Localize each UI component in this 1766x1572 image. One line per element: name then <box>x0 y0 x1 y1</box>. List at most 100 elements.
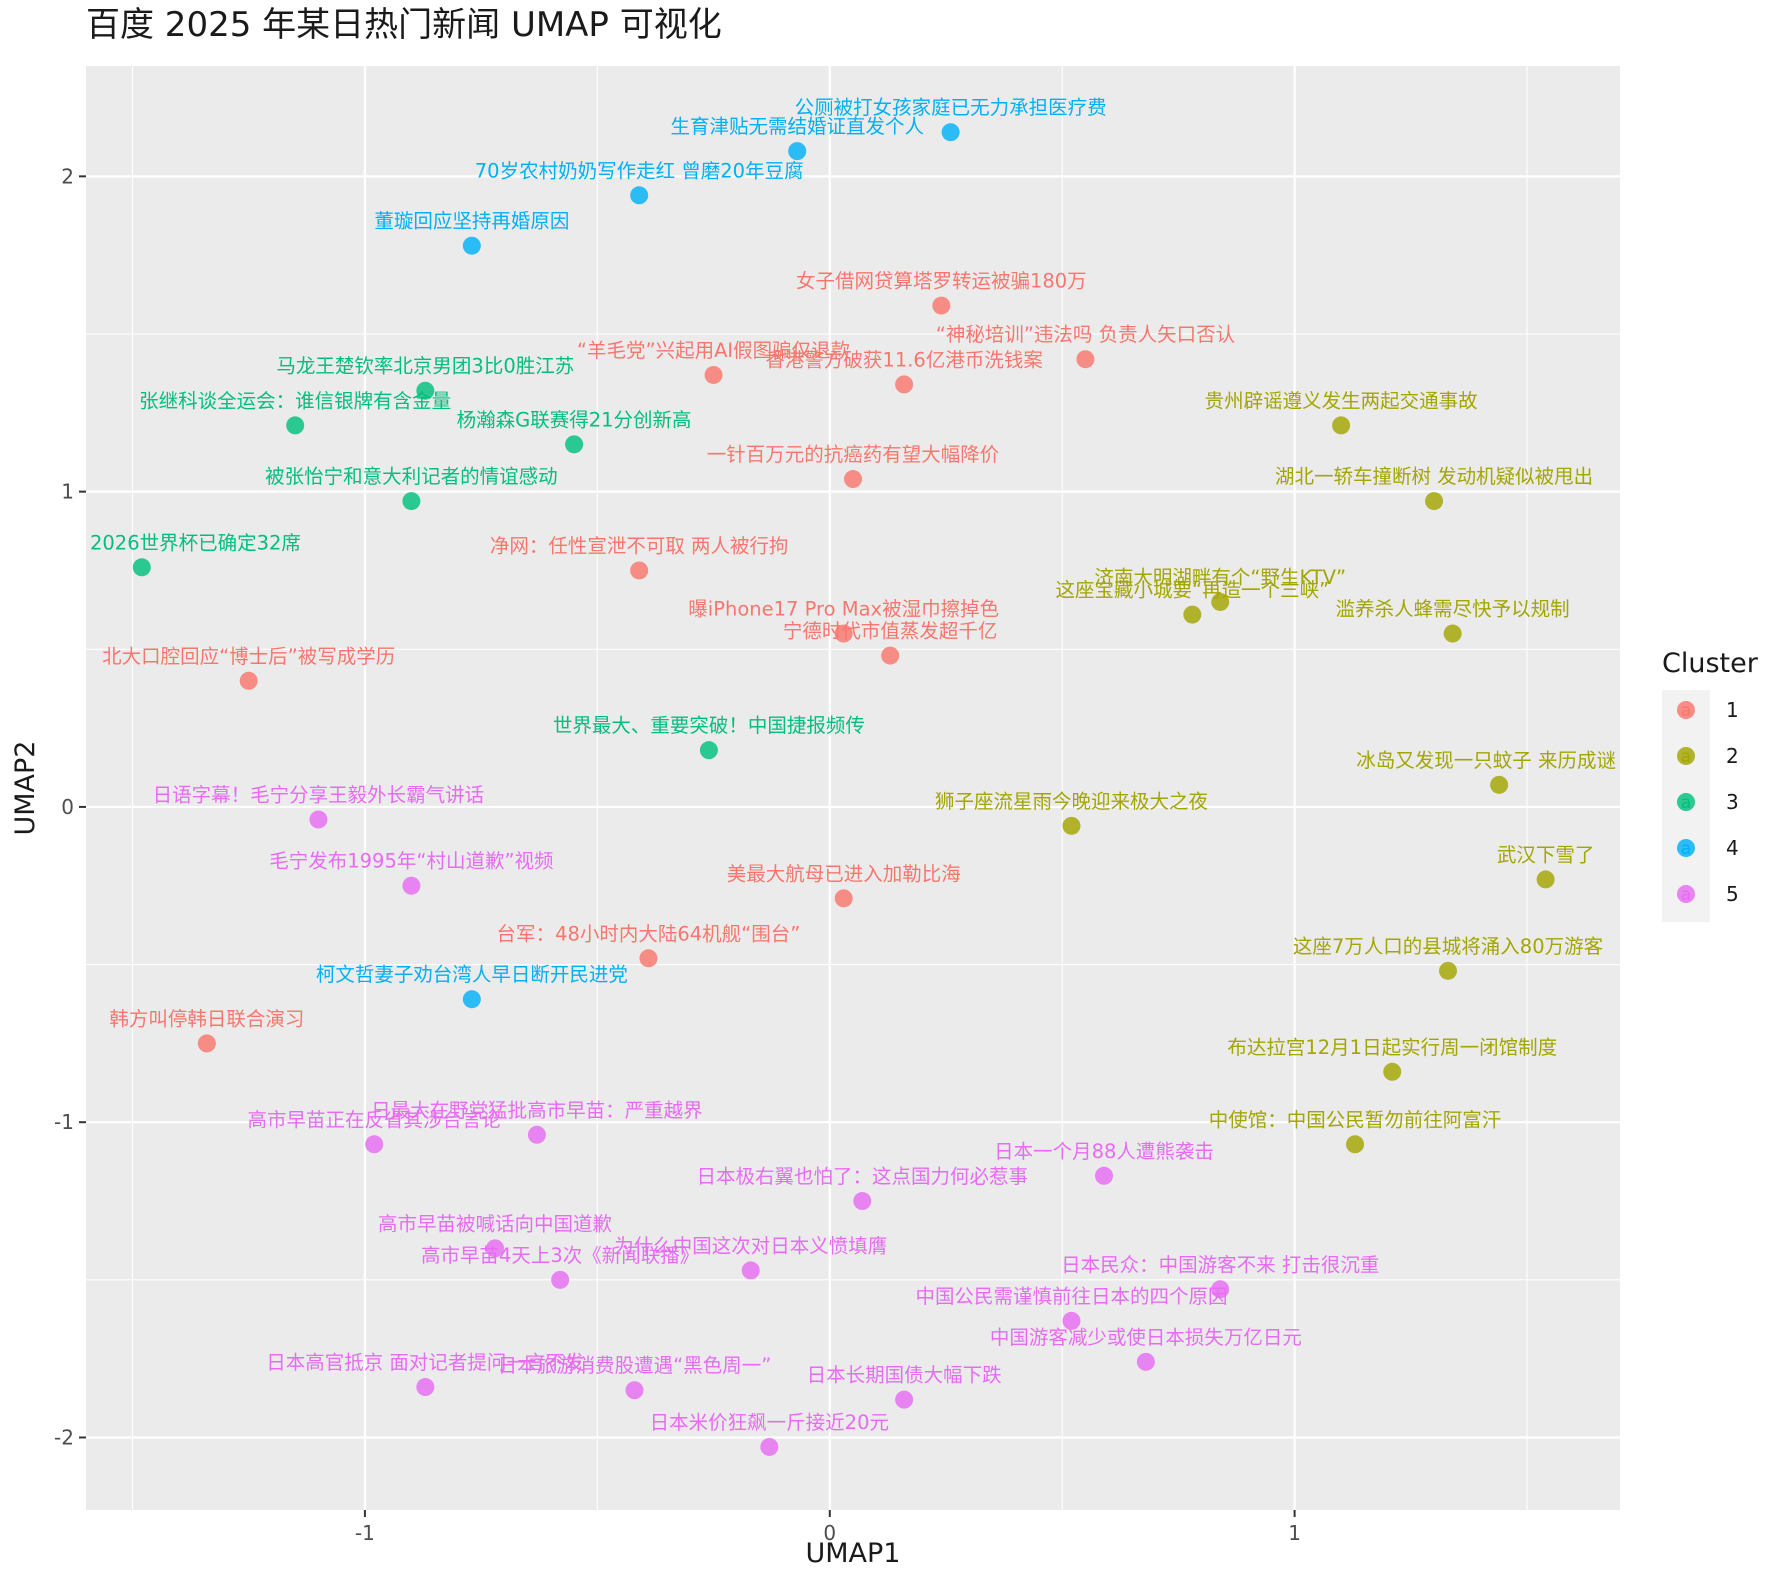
cluster-4-point <box>630 186 649 205</box>
y-tick-label: -2 <box>54 1425 74 1449</box>
cluster-5-point-label: 为什么中国这次对日本义愤填膺 <box>614 1234 887 1257</box>
plot-panel <box>86 66 1620 1510</box>
cluster-5-point-label: 高市早苗正在反省其涉台言论 <box>247 1108 501 1131</box>
cluster-2-point <box>1383 1062 1402 1081</box>
cluster-2-point-label: 武汉下雪了 <box>1497 843 1595 866</box>
cluster-2-point <box>1443 624 1462 643</box>
cluster-3-point-label: 杨瀚森G联赛得21分创新高 <box>457 408 692 431</box>
cluster-5-point <box>486 1239 505 1258</box>
cluster-5-point <box>741 1261 760 1280</box>
x-axis-title: UMAP1 <box>806 1538 901 1569</box>
cluster-4-point-label: 董璇回应坚持再婚原因 <box>374 210 569 233</box>
cluster-5-point-label: 毛宁发布1995年“村山道歉”视频 <box>269 850 553 873</box>
cluster-1-point <box>932 296 951 315</box>
cluster-1-point-label: 香港警方破获11.6亿港币洗钱案 <box>765 348 1042 371</box>
minor-gridlines <box>86 66 1620 1510</box>
y-tick-label: 1 <box>61 480 74 504</box>
cluster-5-point <box>365 1135 384 1154</box>
y-tick-label: 0 <box>61 795 74 819</box>
cluster-1-point-label: 曝iPhone17 Pro Max被湿巾擦掉色 <box>688 598 999 621</box>
cluster-4-point <box>788 142 807 161</box>
cluster-2-point <box>1183 605 1202 624</box>
legend-label-5: 5 <box>1726 882 1739 906</box>
cluster-2-point-label: 湖北一轿车撞断树 发动机疑似被甩出 <box>1275 465 1593 488</box>
cluster-5-point-label: 日本一个月88人遭熊袭击 <box>994 1140 1214 1163</box>
cluster-5-point-label: 日本民众：中国游客不来 打击很沉重 <box>1061 1253 1379 1276</box>
cluster-2-point-label: 布达拉宫12月1日起实行周一闭馆制度 <box>1227 1036 1557 1059</box>
cluster-1-point <box>881 646 900 665</box>
cluster-5-point-label: 日本高官抵京 面对记者提问一言不发 <box>266 1351 584 1374</box>
cluster-3-point <box>132 558 151 577</box>
cluster-5-point <box>1211 1280 1230 1299</box>
cluster-4-point-label: 柯文哲妻子劝台湾人早日断开民进党 <box>316 963 628 986</box>
cluster-5-point <box>309 810 328 829</box>
cluster-1-point-label: 一针百万元的抗癌药有望大幅降价 <box>707 443 1000 466</box>
legend-label-4: 4 <box>1726 836 1739 860</box>
cluster-2-point <box>1211 592 1230 611</box>
cluster-2-point <box>1425 492 1444 511</box>
cluster-5-point <box>1062 1311 1081 1330</box>
cluster-3-point-label: 世界最大、重要突破！中国捷报频传 <box>553 714 865 737</box>
cluster-5-point-label: 日本米价狂飙一斤接近20元 <box>650 1411 889 1434</box>
cluster-2-point-label: 中使馆：中国公民暂勿前往阿富汗 <box>1209 1108 1502 1131</box>
cluster-5-point <box>760 1437 779 1456</box>
cluster-2-point-label: 这座7万人口的县城将涌入80万游客 <box>1293 935 1603 958</box>
cluster-5-point <box>625 1381 644 1400</box>
cluster-1-point-label: 韩方叫停韩日联合演习 <box>109 1007 304 1030</box>
x-axis-ticks: -1 0 1 <box>355 1510 1301 1545</box>
legend-key-glyph: a <box>1681 793 1691 813</box>
x-tick-label: 0 <box>823 1521 836 1545</box>
cluster-5-point-label: 日语字幕！毛宁分享王毅外长霸气讲话 <box>153 784 485 807</box>
cluster-2-point <box>1332 416 1351 435</box>
cluster-1-point <box>834 624 853 643</box>
cluster-2-point <box>1346 1135 1365 1154</box>
cluster-3-point <box>565 435 584 454</box>
cluster-3-point <box>699 741 718 760</box>
cluster-4-point <box>462 236 481 255</box>
cluster-5-point-label: 日最大在野党猛批高市早苗：严重越界 <box>371 1099 703 1122</box>
cluster-5-point <box>551 1270 570 1289</box>
y-axis-ticks: -2 -1 0 1 2 <box>54 164 86 1449</box>
cluster-3-point <box>402 492 421 511</box>
legend-key-glyph: a <box>1681 885 1691 905</box>
y-tick-label: -1 <box>54 1110 74 1134</box>
cluster-5-point-label: 日本极右翼也怕了：这点国力何必惹事 <box>697 1165 1029 1188</box>
cluster-1-point <box>895 375 914 394</box>
cluster-2-point <box>1490 775 1509 794</box>
cluster-3-point-label: 被张怡宁和意大利记者的情谊感动 <box>265 465 558 488</box>
cluster-5-point <box>853 1192 872 1211</box>
cluster-2-point-label: 济南大明湖畔有个“野生KTV” <box>1094 566 1346 589</box>
legend-key-1 <box>1677 701 1695 719</box>
cluster-5-point-label: 高市早苗被喊话向中国道歉 <box>378 1212 612 1235</box>
cluster-4-point <box>462 990 481 1009</box>
cluster-5-point-label: 日本旅游消费股遭遇“黑色周一” <box>498 1354 772 1377</box>
legend-entries: a 1 a 2 a 3 a 4 a 5 <box>1677 698 1739 906</box>
cluster-1-point-label: 台军：48小时内大陆64机舰“围台” <box>497 922 801 945</box>
cluster-5-point <box>895 1390 914 1409</box>
y-axis-title: UMAP2 <box>10 741 41 836</box>
cluster-3-point-label: 2026世界杯已确定32席 <box>90 531 301 554</box>
legend-label-1: 1 <box>1726 698 1739 722</box>
cluster-1-point-label: “神秘培训”违法吗 负责人矢口否认 <box>936 323 1235 346</box>
x-tick-label: 1 <box>1288 1521 1301 1545</box>
cluster-2-point <box>1536 870 1555 889</box>
y-tick-label: 2 <box>61 164 74 188</box>
legend-key-glyph: a <box>1681 701 1691 721</box>
cluster-2-point <box>1062 816 1081 835</box>
cluster-4-point <box>941 123 960 142</box>
cluster-5-point-label: 日本长期国债大幅下跌 <box>807 1364 1002 1387</box>
legend-key-glyph: a <box>1681 747 1691 767</box>
cluster-1-point <box>639 949 658 968</box>
cluster-2-point <box>1439 961 1458 980</box>
cluster-5-point <box>416 1378 435 1397</box>
cluster-1-point <box>630 561 649 580</box>
cluster-2-point-label: 狮子座流星雨今晚迎来极大之夜 <box>935 790 1208 813</box>
legend-key-4 <box>1677 839 1695 857</box>
chart-title: 百度 2025 年某日热门新闻 UMAP 可视化 <box>86 5 722 45</box>
legend-label-3: 3 <box>1726 790 1739 814</box>
cluster-5-point-label: 中国公民需谨慎前往日本的四个原因 <box>915 1285 1227 1308</box>
cluster-1-point <box>834 889 853 908</box>
cluster-1-point-label: 美最大航母已进入加勒比海 <box>727 862 961 885</box>
major-gridlines <box>86 66 1620 1510</box>
